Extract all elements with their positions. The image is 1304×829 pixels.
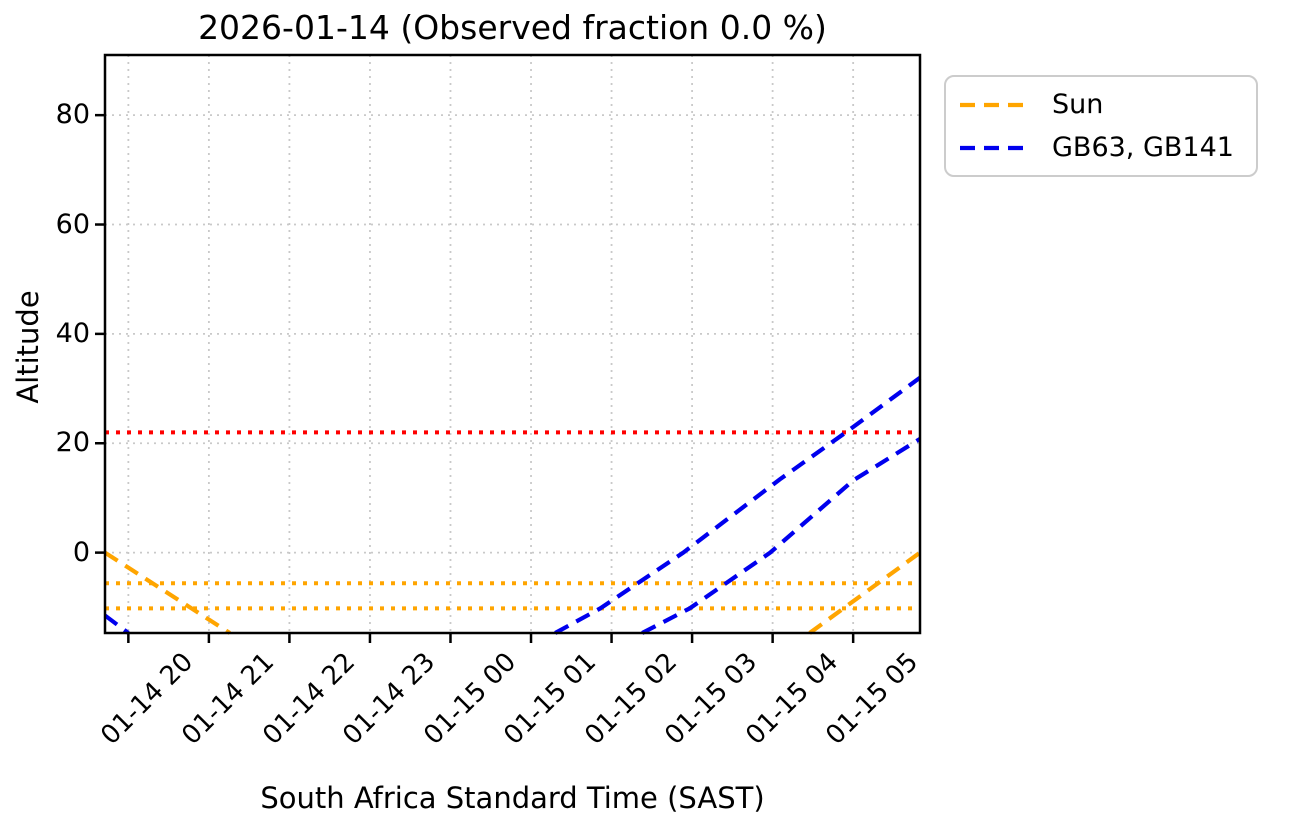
series-line-gb63-gb141 [103,613,130,635]
chart-title: 2026-01-14 (Observed fraction 0.0 %) [198,8,827,47]
series-line-gb63-gb141 [641,437,922,635]
legend-line-sample [960,102,1032,107]
legend-entry: Sun [960,89,1234,120]
y-tick-label: 20 [55,427,90,459]
series-line-gb63-gb141 [554,375,922,635]
legend-label: Sun [1052,89,1104,120]
x-axis-label: South Africa Standard Time (SAST) [260,781,765,815]
y-tick-label: 60 [55,208,90,240]
series-line-sun [103,550,231,635]
y-tick-label: 40 [55,317,90,349]
y-tick-label: 80 [55,99,90,131]
legend-line-sample [960,145,1032,150]
axes-box [103,53,922,635]
legend-entry: GB63, GB141 [960,132,1234,163]
series-line-sun [808,550,922,635]
y-tick-label: 0 [72,536,90,568]
legend: Sun GB63, GB141 [944,75,1258,177]
legend-label: GB63, GB141 [1052,132,1234,163]
